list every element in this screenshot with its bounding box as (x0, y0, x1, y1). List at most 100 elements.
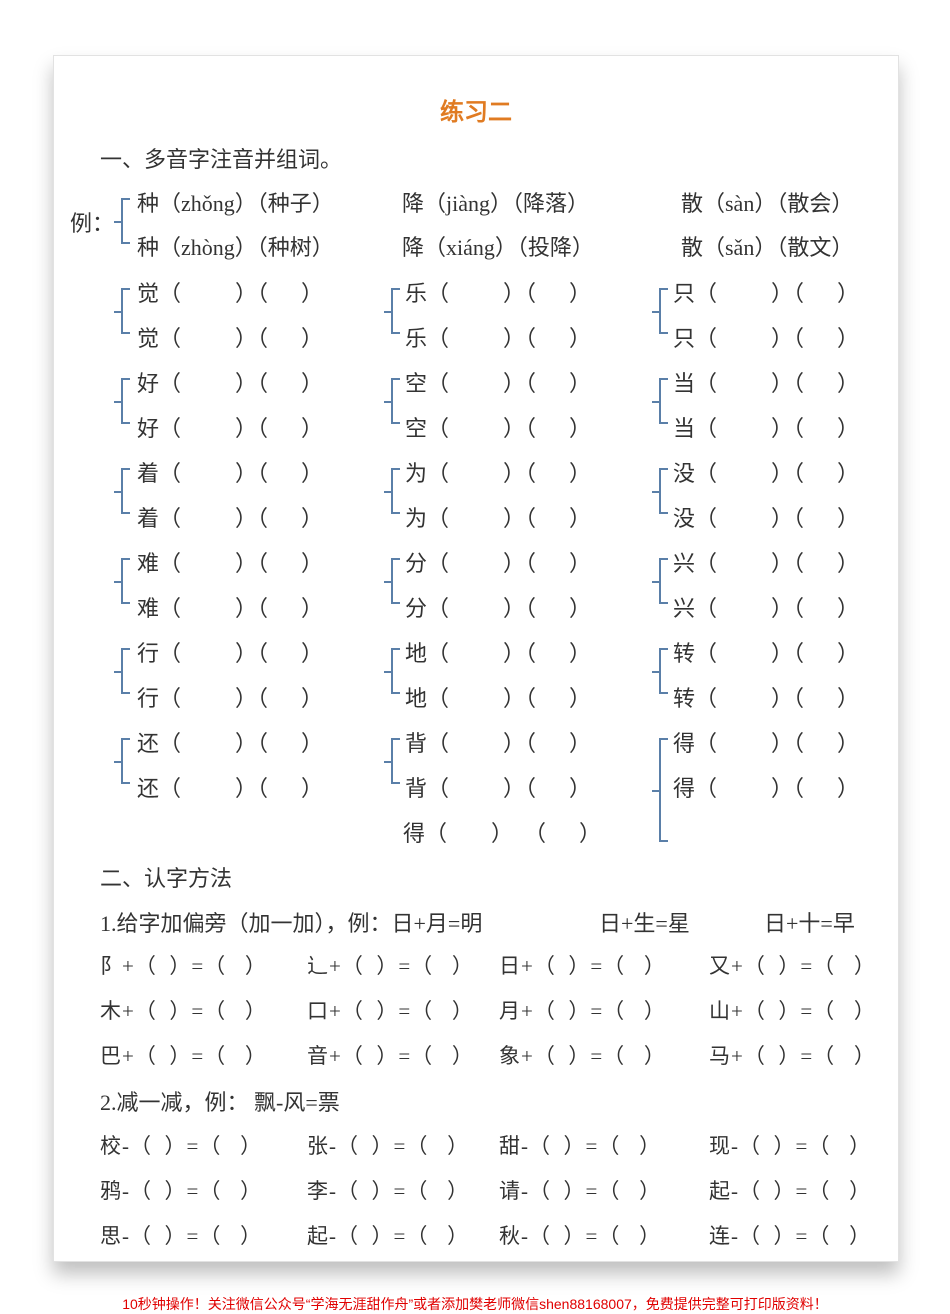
pinyin-blank[interactable]: （ (159, 731, 182, 756)
word-blank[interactable]: ）（ (235, 281, 269, 306)
word-blank[interactable]: ）（ (503, 551, 537, 576)
pinyin-blank[interactable]: （ (695, 596, 718, 621)
answer-blank[interactable]: +（ ）=（ ） (122, 954, 267, 978)
pinyin-blank[interactable]: （ (159, 371, 182, 396)
answer-blank[interactable]: -（ ）=（ ） (731, 1224, 872, 1248)
word-blank[interactable]: ）（ (503, 461, 537, 486)
word-blank[interactable]: ）（ (503, 596, 537, 621)
answer-blank[interactable]: +（ ）=（ ） (329, 1044, 474, 1068)
word-blank[interactable]: ）（ (771, 731, 805, 756)
answer-blank[interactable]: -（ ）=（ ） (731, 1134, 872, 1158)
answer-blank[interactable]: -（ ）=（ ） (521, 1134, 662, 1158)
pinyin-blank[interactable]: （ (695, 416, 718, 441)
word-blank[interactable]: ）（ (771, 686, 805, 711)
word-blank[interactable]: ）（ (503, 641, 537, 666)
word-blank[interactable]: ）（ (235, 326, 269, 351)
word-blank[interactable]: ）（ (771, 776, 805, 801)
word-blank[interactable]: ）（ (235, 776, 269, 801)
word-blank[interactable]: ）（ (503, 686, 537, 711)
pinyin-blank[interactable]: （ (427, 416, 450, 441)
word-blank[interactable]: ）（ (771, 326, 805, 351)
polyphone-char: 转 (673, 686, 696, 711)
answer-blank[interactable]: （ ） （ ） (425, 821, 602, 846)
pinyin-blank[interactable]: （ (159, 461, 182, 486)
pinyin-blank[interactable]: （ (159, 326, 182, 351)
word-blank[interactable]: ）（ (235, 686, 269, 711)
word-blank[interactable]: ）（ (503, 371, 537, 396)
pinyin-blank[interactable]: （ (159, 641, 182, 666)
pinyin-blank[interactable]: （ (427, 686, 450, 711)
pinyin-blank[interactable]: （ (427, 776, 450, 801)
answer-blank[interactable]: +（ ）=（ ） (521, 999, 666, 1023)
pinyin-blank[interactable]: （ (159, 686, 182, 711)
pinyin-blank[interactable]: （ (427, 281, 450, 306)
pinyin-blank[interactable]: （ (159, 776, 182, 801)
word-blank[interactable]: ）（ (503, 731, 537, 756)
word-blank[interactable]: ）（ (503, 326, 537, 351)
word-blank[interactable]: ）（ (235, 461, 269, 486)
answer-blank[interactable]: -（ ）=（ ） (329, 1179, 470, 1203)
answer-blank[interactable]: +（ ）=（ ） (731, 954, 876, 978)
word-blank[interactable]: ）（ (235, 551, 269, 576)
answer-blank[interactable]: -（ ）=（ ） (122, 1224, 263, 1248)
pinyin-blank[interactable]: （ (695, 281, 718, 306)
word-blank[interactable]: ）（ (235, 596, 269, 621)
word-blank[interactable]: ）（ (771, 416, 805, 441)
word-blank[interactable]: ）（ (503, 506, 537, 531)
pinyin-blank[interactable]: （ (159, 506, 182, 531)
word-blank[interactable]: ）（ (235, 416, 269, 441)
answer-blank[interactable]: -（ ）=（ ） (731, 1179, 872, 1203)
word-blank[interactable]: ）（ (235, 731, 269, 756)
pinyin-blank[interactable]: （ (695, 731, 718, 756)
pinyin-blank[interactable]: （ (427, 371, 450, 396)
word-blank[interactable]: ）（ (771, 551, 805, 576)
answer-blank[interactable]: +（ ）=（ ） (329, 954, 474, 978)
answer-blank[interactable]: -（ ）=（ ） (521, 1179, 662, 1203)
word-blank[interactable]: ）（ (235, 371, 269, 396)
pinyin-blank[interactable]: （ (427, 326, 450, 351)
pinyin-blank[interactable]: （ (159, 596, 182, 621)
answer-blank[interactable]: +（ ）=（ ） (731, 1044, 876, 1068)
answer-blank[interactable]: -（ ）=（ ） (122, 1179, 263, 1203)
pinyin-blank[interactable]: （ (427, 461, 450, 486)
word-blank[interactable]: ）（ (503, 776, 537, 801)
word-blank[interactable]: ）（ (771, 461, 805, 486)
word-blank[interactable]: ）（ (503, 281, 537, 306)
word-blank[interactable]: ）（ (235, 506, 269, 531)
pinyin-blank[interactable]: （ (427, 596, 450, 621)
base-char: 马 (709, 1044, 731, 1068)
pinyin-blank[interactable]: （ (159, 416, 182, 441)
answer-blank[interactable]: +（ ）=（ ） (731, 999, 876, 1023)
pinyin-blank[interactable]: （ (695, 326, 718, 351)
word-blank[interactable]: ）（ (771, 506, 805, 531)
pinyin-blank[interactable]: （ (695, 371, 718, 396)
word-blank[interactable]: ）（ (771, 641, 805, 666)
answer-blank[interactable]: +（ ）=（ ） (122, 999, 267, 1023)
pinyin-blank[interactable]: （ (695, 641, 718, 666)
word-blank[interactable]: ）（ (771, 281, 805, 306)
pinyin-blank[interactable]: （ (695, 551, 718, 576)
pinyin-blank[interactable]: （ (427, 731, 450, 756)
answer-blank[interactable]: -（ ）=（ ） (329, 1134, 470, 1158)
pinyin-blank[interactable]: （ (695, 506, 718, 531)
answer-blank[interactable]: -（ ）=（ ） (521, 1224, 662, 1248)
word-blank[interactable]: ）（ (503, 416, 537, 441)
answer-blank[interactable]: +（ ）=（ ） (521, 954, 666, 978)
word-blank[interactable]: ）（ (235, 641, 269, 666)
answer-blank[interactable]: +（ ）=（ ） (122, 1044, 267, 1068)
pinyin-blank[interactable]: （ (159, 551, 182, 576)
word-blank[interactable]: ）（ (771, 596, 805, 621)
polyphone-char: 得 (673, 731, 696, 756)
answer-blank[interactable]: +（ ）=（ ） (329, 999, 474, 1023)
pinyin-blank[interactable]: （ (427, 551, 450, 576)
answer-blank[interactable]: -（ ）=（ ） (329, 1224, 470, 1248)
answer-blank[interactable]: -（ ）=（ ） (122, 1134, 263, 1158)
pinyin-blank[interactable]: （ (427, 506, 450, 531)
pinyin-blank[interactable]: （ (159, 281, 182, 306)
pinyin-blank[interactable]: （ (695, 776, 718, 801)
word-blank[interactable]: ）（ (771, 371, 805, 396)
pinyin-blank[interactable]: （ (695, 686, 718, 711)
pinyin-blank[interactable]: （ (427, 641, 450, 666)
pinyin-blank[interactable]: （ (695, 461, 718, 486)
answer-blank[interactable]: +（ ）=（ ） (521, 1044, 666, 1068)
